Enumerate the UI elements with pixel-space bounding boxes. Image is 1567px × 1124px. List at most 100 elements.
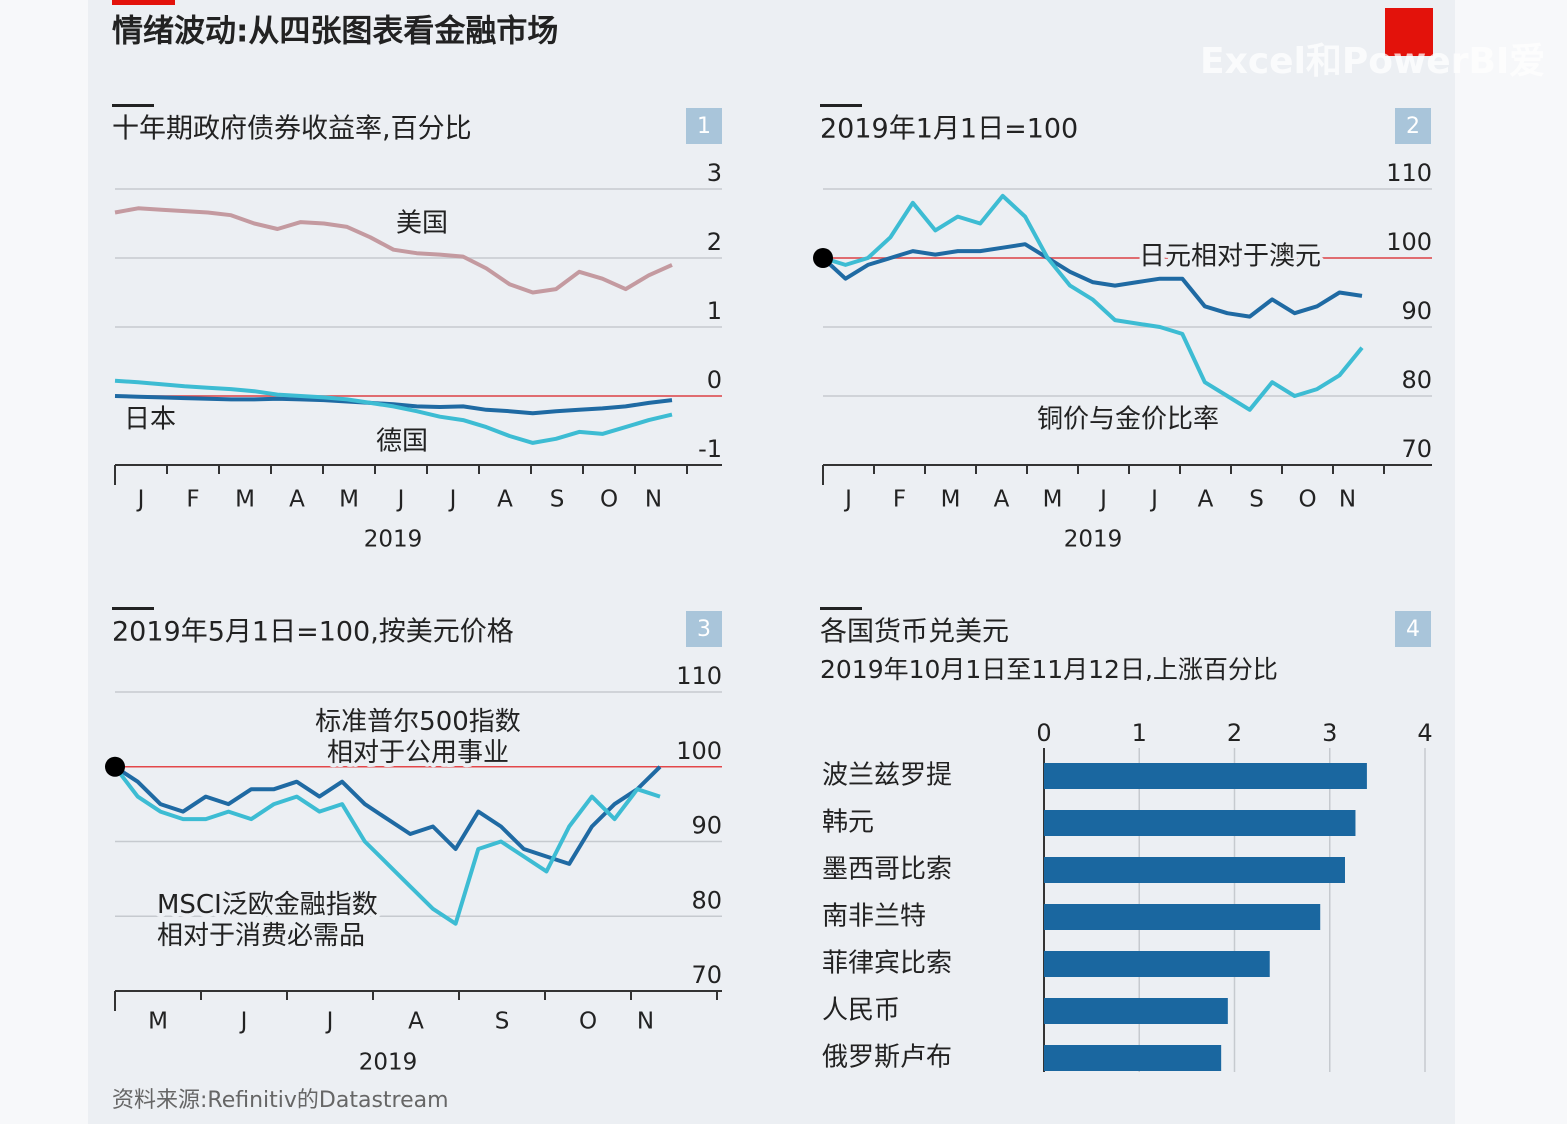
- chart-title: 2019年5月1日=100,按美元价格: [112, 617, 514, 648]
- x-tick-label: J: [396, 487, 405, 513]
- y-tick-label: 70: [1401, 435, 1432, 463]
- y-tick-label: 2: [707, 228, 722, 256]
- x-tick-label: M: [235, 487, 255, 513]
- series-label: 美国: [396, 209, 448, 239]
- chart-title: 十年期政府债券收益率,百分比: [112, 114, 472, 145]
- panel-number: 2: [1406, 114, 1420, 139]
- watermark: Excel和PowerBI爱: [1200, 41, 1545, 82]
- x-tick-label: J: [843, 487, 852, 513]
- line-series: [114, 206, 673, 295]
- panel-number: 4: [1406, 617, 1420, 642]
- bar: [1044, 951, 1270, 977]
- panel-number: 1: [697, 114, 711, 139]
- x-tick-label: A: [289, 487, 305, 513]
- source: 资料来源:Refinitiv的Datastream: [112, 1088, 449, 1113]
- line-series: [822, 193, 1364, 412]
- x-tick-label: A: [408, 1009, 424, 1035]
- title-rule: [112, 104, 154, 107]
- x-tick-label: N: [637, 1009, 654, 1035]
- bar: [1044, 904, 1321, 930]
- panel-number: 3: [697, 617, 711, 642]
- y-tick-label: 3: [707, 159, 722, 187]
- x-axis-label: 2019: [364, 527, 423, 553]
- y-tick-label: 110: [1386, 159, 1432, 187]
- x-tick-label: O: [579, 1009, 597, 1035]
- category-label: 韩元: [822, 808, 874, 838]
- x-tick-label: M: [339, 487, 359, 513]
- x-tick-label: 2: [1227, 719, 1242, 747]
- x-tick-label: M: [941, 487, 961, 513]
- line-series: [821, 242, 1363, 319]
- panel-badge: [686, 108, 722, 144]
- bar: [1044, 998, 1228, 1024]
- x-tick-label: S: [1249, 487, 1264, 513]
- bar: [1044, 857, 1345, 883]
- line-series: [113, 765, 662, 866]
- start-dot: [105, 756, 125, 777]
- x-tick-label: M: [148, 1009, 168, 1035]
- x-tick-label: 3: [1322, 719, 1337, 747]
- series-label: 标准普尔500指数相对于公用事业: [315, 707, 521, 768]
- title-rule: [820, 104, 862, 107]
- x-tick-label: 0: [1036, 719, 1051, 747]
- series-label: 铜价与金价比率: [1037, 405, 1219, 435]
- title-rule: [820, 607, 862, 610]
- x-tick-label: A: [994, 487, 1010, 513]
- category-label: 南非兰特: [822, 902, 926, 932]
- chart-title: 2019年1月1日=100: [820, 114, 1078, 145]
- x-tick-label: A: [497, 487, 513, 513]
- logo: [1385, 8, 1433, 56]
- bar: [1044, 1045, 1222, 1071]
- x-tick-label: J: [448, 487, 457, 513]
- x-tick-label: F: [186, 487, 199, 513]
- y-tick-label: 90: [691, 812, 722, 840]
- chart-title: 各国货币兑美元: [820, 617, 1009, 648]
- bar: [1044, 810, 1356, 836]
- x-tick-label: A: [1198, 487, 1214, 513]
- x-axis-label: 2019: [359, 1050, 418, 1076]
- y-tick-label: 100: [1386, 228, 1432, 256]
- series-label: MSCI泛欧金融指数相对于消费必需品: [157, 890, 378, 951]
- x-tick-label: S: [495, 1009, 510, 1035]
- x-tick-label: S: [550, 487, 565, 513]
- x-tick-label: J: [1149, 487, 1158, 513]
- category-label: 俄罗斯卢布: [822, 1043, 952, 1073]
- x-tick-label: F: [893, 487, 906, 513]
- y-tick-label: 110: [676, 662, 722, 690]
- y-tick-label: 70: [691, 961, 722, 989]
- line-series: [114, 394, 673, 416]
- x-tick-label: O: [1298, 487, 1316, 513]
- title-rule: [112, 607, 154, 610]
- x-tick-label: N: [645, 487, 662, 513]
- start-dot: [813, 248, 833, 268]
- category-label: 菲律宾比索: [822, 949, 952, 979]
- panel-badge: [1395, 611, 1431, 647]
- chart-subtitle: 2019年10月1日至11月12日,上涨百分比: [820, 655, 1278, 684]
- x-tick-label: J: [239, 1009, 248, 1035]
- series-label: 日元相对于澳元: [1139, 242, 1321, 272]
- category-label: 墨西哥比索: [822, 855, 952, 885]
- y-tick-label: -1: [698, 435, 722, 463]
- red-tag: [112, 0, 175, 5]
- y-tick-label: 100: [676, 737, 722, 765]
- y-tick-label: 90: [1401, 297, 1432, 325]
- page-title: 情绪波动:从四张图表看金融市场: [112, 14, 558, 50]
- series-label: 日本: [124, 405, 176, 435]
- series-label: 德国: [376, 427, 428, 457]
- x-tick-label: M: [1043, 487, 1063, 513]
- panel-badge: [1395, 108, 1431, 144]
- category-label: 波兰兹罗提: [822, 761, 952, 791]
- x-tick-label: J: [325, 1009, 334, 1035]
- category-label: 人民币: [822, 996, 900, 1026]
- line-series: [113, 765, 661, 926]
- y-tick-label: 80: [691, 886, 722, 914]
- y-tick-label: 0: [707, 366, 722, 394]
- x-tick-label: J: [136, 487, 145, 513]
- line-series: [114, 378, 673, 445]
- x-tick-label: 1: [1132, 719, 1147, 747]
- y-tick-label: 80: [1401, 366, 1432, 394]
- bar: [1044, 763, 1367, 789]
- x-tick-label: O: [600, 487, 618, 513]
- x-tick-label: N: [1339, 487, 1356, 513]
